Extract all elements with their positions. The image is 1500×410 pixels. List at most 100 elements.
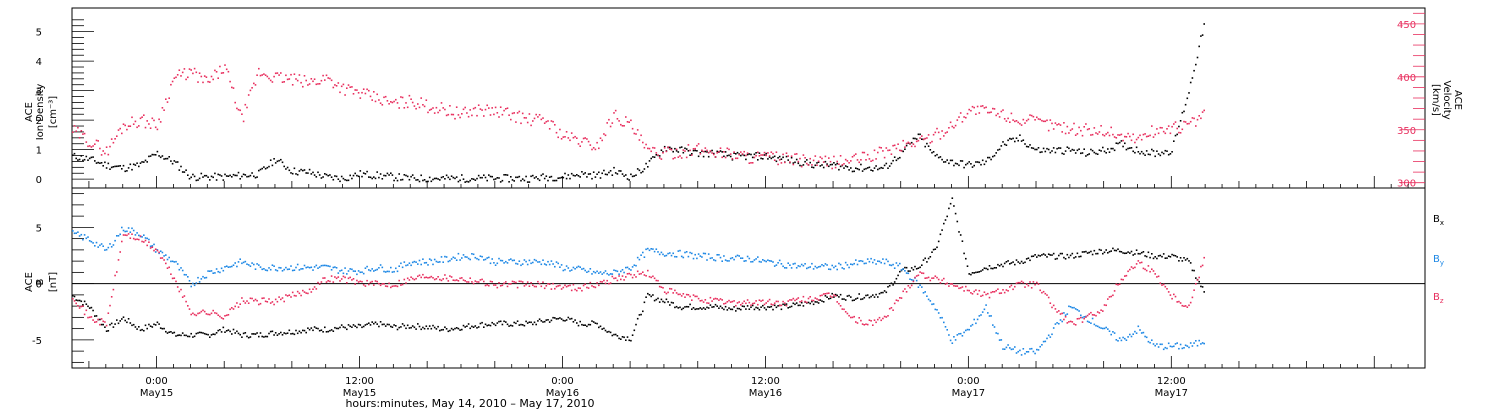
data-point bbox=[432, 324, 434, 327]
data-point bbox=[954, 124, 957, 127]
data-point bbox=[518, 280, 521, 283]
data-point bbox=[552, 120, 554, 123]
data-point bbox=[344, 276, 346, 279]
data-point bbox=[193, 175, 196, 178]
data-point bbox=[1100, 125, 1102, 127]
data-point bbox=[1037, 147, 1040, 149]
data-point bbox=[449, 275, 451, 277]
data-point bbox=[176, 161, 179, 163]
data-point bbox=[856, 168, 859, 170]
data-point bbox=[630, 273, 632, 276]
data-point bbox=[978, 315, 981, 317]
data-point bbox=[273, 303, 275, 306]
data-point bbox=[674, 157, 676, 159]
data-point bbox=[548, 176, 551, 178]
data-point bbox=[866, 153, 869, 156]
axis-labels: hours:minutes, May 14, 2010 – May 17, 20… bbox=[24, 80, 1463, 410]
data-point bbox=[339, 280, 341, 282]
data-point bbox=[660, 251, 663, 254]
data-point bbox=[136, 328, 138, 330]
data-point bbox=[547, 179, 549, 182]
data-point bbox=[844, 311, 847, 313]
data-point bbox=[459, 116, 461, 119]
data-point bbox=[718, 307, 720, 309]
data-point bbox=[127, 318, 130, 320]
data-point bbox=[594, 271, 597, 274]
data-point bbox=[1152, 150, 1155, 152]
data-point bbox=[633, 175, 636, 177]
data-point bbox=[165, 98, 167, 100]
data-point bbox=[552, 316, 554, 319]
data-point bbox=[1203, 23, 1205, 25]
data-point bbox=[499, 106, 502, 108]
data-point bbox=[535, 323, 537, 326]
data-point bbox=[956, 220, 959, 223]
data-point bbox=[312, 288, 314, 290]
data-point bbox=[1183, 120, 1185, 123]
data-point bbox=[599, 177, 602, 179]
data-point bbox=[1200, 285, 1202, 288]
data-point bbox=[440, 102, 443, 104]
data-point bbox=[450, 113, 453, 116]
data-point bbox=[900, 269, 903, 271]
data-point bbox=[672, 292, 674, 294]
data-point bbox=[626, 178, 629, 180]
data-point bbox=[1014, 263, 1016, 266]
data-point bbox=[168, 256, 170, 259]
data-point bbox=[562, 176, 565, 179]
data-point bbox=[1173, 140, 1175, 142]
data-point bbox=[506, 262, 509, 264]
data-point bbox=[1059, 313, 1062, 315]
data-point bbox=[757, 256, 759, 258]
data-point bbox=[965, 163, 967, 166]
data-point bbox=[327, 330, 329, 333]
data-point bbox=[165, 262, 167, 265]
data-point bbox=[564, 268, 566, 271]
data-point bbox=[870, 160, 872, 162]
data-point bbox=[335, 85, 338, 87]
data-point bbox=[422, 326, 424, 329]
data-point bbox=[1076, 149, 1079, 152]
data-point bbox=[971, 166, 974, 168]
data-point bbox=[922, 292, 925, 294]
data-point bbox=[569, 284, 571, 287]
data-point bbox=[324, 264, 326, 267]
data-point bbox=[537, 320, 539, 322]
data-point bbox=[305, 331, 307, 334]
data-point bbox=[88, 240, 91, 242]
data-point bbox=[748, 308, 751, 310]
data-point bbox=[1020, 354, 1023, 356]
data-point bbox=[165, 254, 167, 256]
data-point bbox=[685, 293, 688, 296]
data-point bbox=[1122, 336, 1124, 339]
data-point bbox=[427, 327, 429, 330]
data-point bbox=[770, 303, 773, 305]
data-point bbox=[190, 285, 192, 288]
data-point bbox=[466, 256, 468, 258]
data-point bbox=[339, 270, 341, 272]
data-point bbox=[354, 325, 356, 327]
data-point bbox=[988, 265, 991, 267]
data-point bbox=[939, 138, 942, 140]
data-point bbox=[491, 258, 493, 260]
data-point bbox=[312, 80, 314, 83]
data-point bbox=[943, 321, 945, 324]
data-point bbox=[403, 324, 406, 327]
data-point bbox=[354, 270, 356, 272]
data-point bbox=[543, 122, 546, 124]
data-point bbox=[636, 317, 639, 320]
data-point bbox=[966, 112, 969, 115]
data-point bbox=[599, 271, 602, 273]
data-point bbox=[229, 266, 231, 268]
data-point bbox=[109, 145, 111, 148]
data-point bbox=[1171, 151, 1173, 153]
data-point bbox=[1100, 327, 1102, 329]
data-point bbox=[623, 271, 625, 274]
data-point bbox=[126, 321, 128, 324]
data-point bbox=[806, 301, 808, 304]
data-point bbox=[586, 325, 588, 328]
data-point bbox=[795, 302, 798, 304]
data-point bbox=[604, 173, 607, 176]
data-point bbox=[613, 277, 615, 280]
data-point bbox=[870, 169, 872, 171]
